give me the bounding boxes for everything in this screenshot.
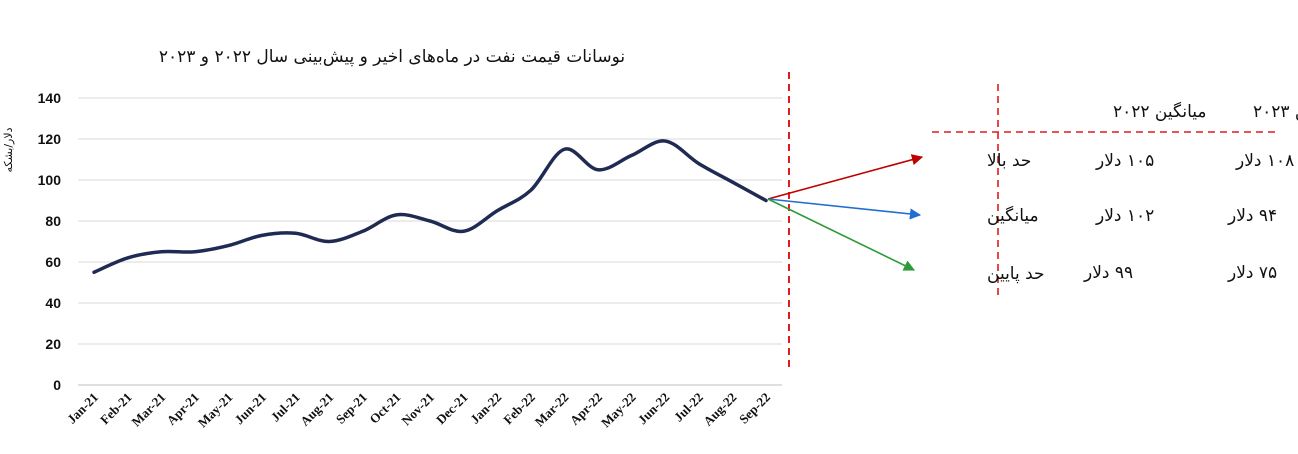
y-tick-label: 120 — [38, 131, 62, 147]
x-tick-label: Dec-21 — [433, 390, 471, 428]
forecast-arrow-low — [767, 198, 916, 271]
x-tick-label: Oct-21 — [366, 390, 403, 427]
cell-high-2023: ۱۰۸ دلار — [1235, 151, 1294, 171]
x-tick-label: Jun-22 — [635, 390, 673, 428]
y-tick-label: 100 — [38, 172, 62, 188]
x-tick-label: Mar-21 — [128, 390, 168, 430]
row-label-low: حد پایین — [987, 264, 1045, 284]
row-label-high: حد بالا — [987, 151, 1031, 171]
x-tick-label: Feb-21 — [97, 390, 135, 428]
x-tick-label: Aug-22 — [700, 390, 739, 429]
row-label-average: میانگین — [987, 205, 1039, 226]
series-layer — [92, 139, 768, 274]
cell-low-2022: ۹۹ دلار — [1083, 263, 1133, 283]
table-header-2022: میانگین ۲۰۲۲ — [1113, 101, 1207, 122]
y-tick-label: 60 — [45, 254, 61, 270]
x-tick-label: Mar-22 — [532, 390, 572, 430]
cell-high-2022: ۱۰۵ دلار — [1095, 151, 1154, 171]
series-line-0 — [92, 139, 768, 274]
x-tick-label: Jan-22 — [467, 390, 504, 427]
x-tick-label: May-22 — [598, 390, 639, 431]
y-tick-label: 20 — [45, 336, 61, 352]
x-tick-label: May-21 — [195, 390, 236, 431]
y-tick-label: 140 — [38, 90, 62, 106]
x-tick-label: Sep-22 — [736, 390, 773, 427]
y-axis-label: دلار/بشکه — [2, 127, 15, 172]
x-tick-label: Nov-21 — [398, 390, 437, 429]
y-tick-label: 80 — [45, 213, 61, 229]
x-tick-label: Jan-21 — [64, 390, 101, 427]
forecast-arrow-average — [767, 198, 922, 220]
x-axis-ticks: Jan-21Feb-21Mar-21Apr-21May-21Jun-21Jul-… — [64, 390, 773, 431]
cell-average-2023: ۹۴ دلار — [1227, 206, 1277, 226]
x-tick-label: Sep-21 — [333, 390, 370, 427]
y-axis-ticks: 0 20 40 60 80 100 120 140 — [38, 90, 62, 393]
x-tick-label: Jun-21 — [231, 390, 269, 428]
forecast-arrow-high — [767, 154, 924, 200]
x-tick-label: Feb-22 — [500, 390, 538, 428]
table-header-2023: میانگین ۲۰۲۳ — [1253, 101, 1298, 122]
gridlines — [78, 97, 782, 386]
y-tick-label: 0 — [53, 377, 61, 393]
x-tick-label: Aug-21 — [297, 390, 336, 429]
cell-low-2023: ۷۵ دلار — [1227, 263, 1277, 283]
y-tick-label: 40 — [45, 295, 61, 311]
cell-average-2022: ۱۰۲ دلار — [1095, 206, 1154, 226]
chart-title: نوسانات قیمت نفت در ماه‌های اخیر و پیش‌ب… — [159, 47, 625, 67]
